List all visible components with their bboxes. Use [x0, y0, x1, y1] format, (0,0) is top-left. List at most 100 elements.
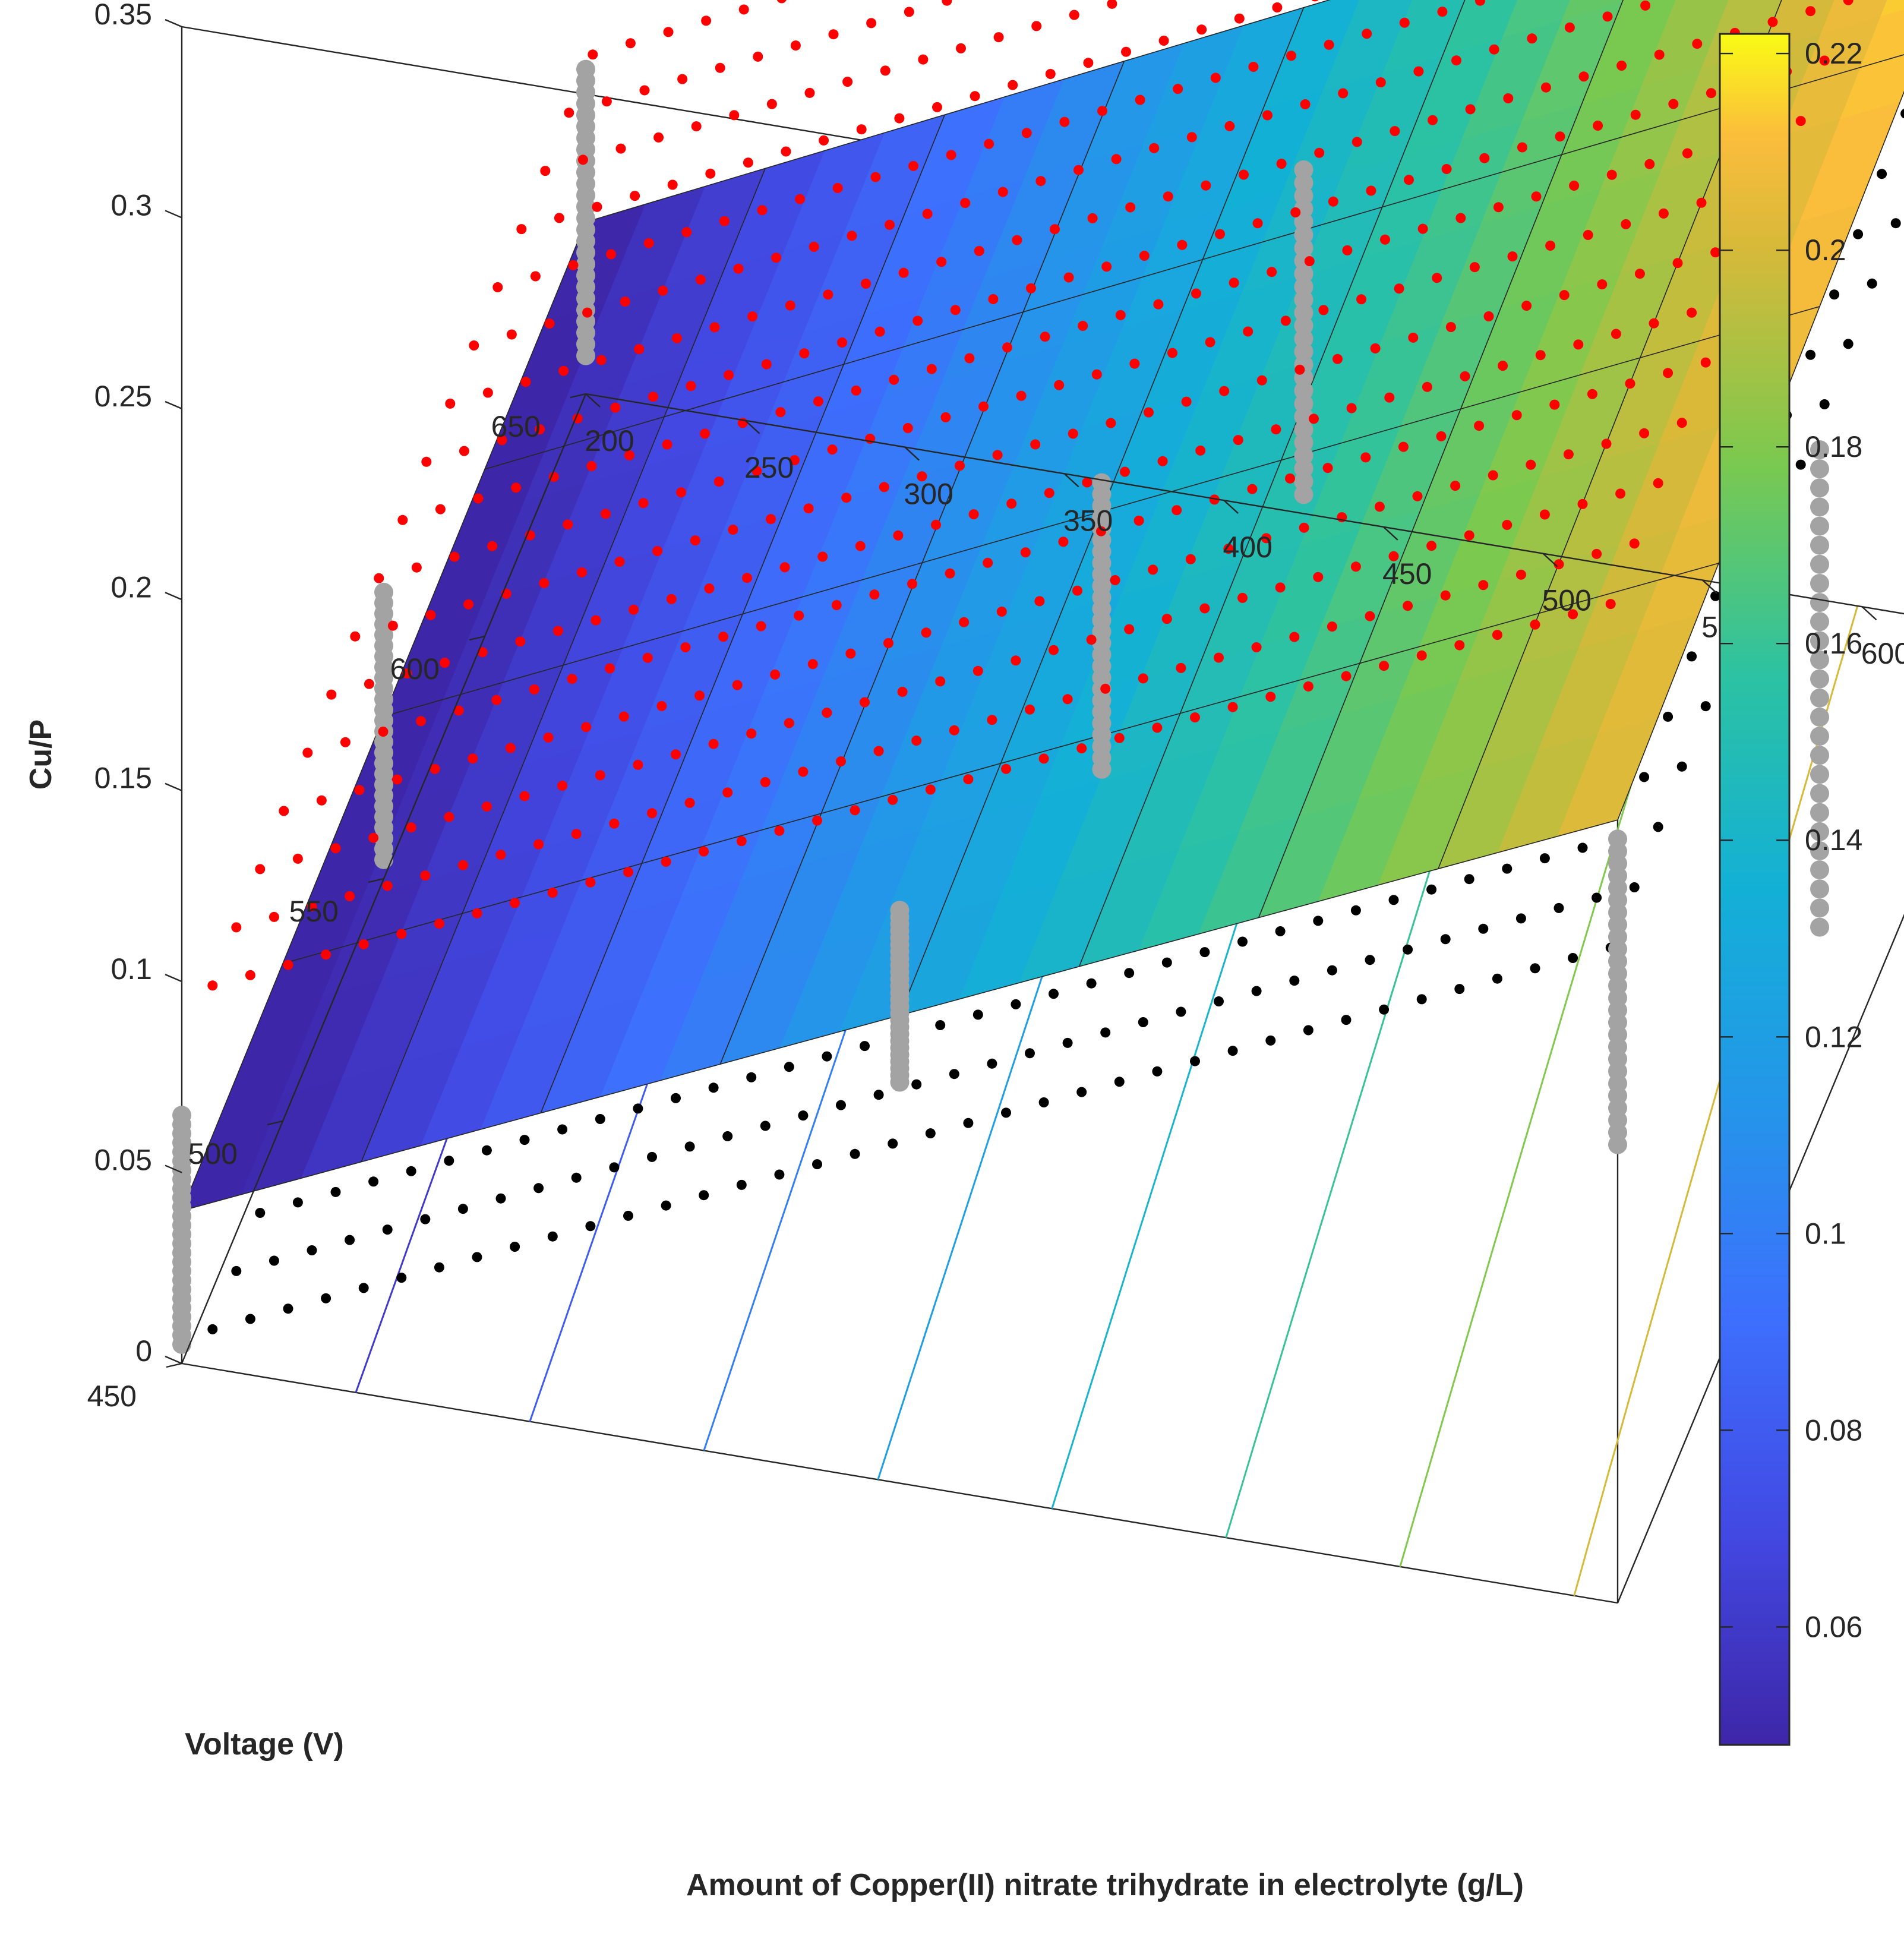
upper-bound-point: [1026, 283, 1036, 293]
x-axis-title: Amount of Copper(II) nitrate trihydrate …: [686, 1868, 1524, 1902]
x-tick-mark: [1223, 500, 1239, 514]
upper-bound-point: [761, 359, 772, 370]
upper-bound-point: [1025, 704, 1035, 715]
upper-bound-point: [997, 187, 1008, 197]
upper-bound-point: [837, 337, 847, 348]
experimental-point: [1294, 173, 1313, 192]
upper-bound-point: [940, 412, 951, 422]
lower-bound-point: [557, 1124, 568, 1135]
upper-bound-point: [1224, 121, 1235, 131]
upper-bound-point: [912, 315, 923, 326]
z-tick-label: 0.15: [94, 762, 152, 795]
upper-bound-point: [1286, 50, 1296, 61]
experimental-point: [1810, 593, 1829, 613]
lower-bound-point: [396, 1273, 407, 1283]
z-tick-mark: [165, 782, 182, 791]
upper-bound-point: [1011, 655, 1021, 666]
upper-bound-point: [968, 509, 979, 520]
upper-bound-point: [1313, 572, 1324, 582]
upper-bound-point: [416, 716, 427, 727]
x-tick-mark: [1702, 579, 1717, 594]
experimental-point: [576, 59, 595, 79]
upper-bound-point: [1124, 624, 1135, 635]
upper-bound-point: [803, 503, 814, 514]
upper-bound-point: [880, 65, 891, 76]
upper-bound-point: [634, 344, 645, 355]
upper-bound-point: [1234, 13, 1245, 24]
upper-bound-point: [661, 857, 671, 867]
upper-bound-point: [1086, 635, 1097, 645]
upper-bound-point: [1059, 116, 1070, 127]
lower-bound-point: [1327, 965, 1337, 976]
upper-bound-point: [1322, 463, 1333, 474]
upper-bound-point: [623, 867, 633, 878]
upper-bound-point: [993, 32, 1004, 43]
upper-bound-point: [1139, 251, 1150, 261]
upper-bound-point: [378, 727, 389, 737]
experimental-point: [1810, 669, 1829, 689]
upper-bound-point: [873, 746, 884, 756]
experimental-point: [1810, 574, 1829, 593]
z-tick-mark: [165, 974, 182, 983]
upper-bound-point: [630, 191, 640, 201]
upper-bound-point: [942, 0, 952, 6]
lower-bound-point: [1350, 905, 1361, 916]
lower-bound-point: [1700, 701, 1711, 712]
upper-bound-point: [1248, 62, 1259, 72]
upper-bound-point: [1629, 538, 1640, 549]
lower-bound-point: [585, 1221, 596, 1232]
upper-bound-point: [1190, 712, 1200, 722]
upper-bound-point: [1606, 169, 1617, 180]
upper-bound-point: [701, 15, 712, 26]
upper-bound-point: [1795, 116, 1806, 127]
upper-bound-point: [832, 183, 843, 193]
experimental-point: [1810, 917, 1829, 937]
upper-bound-point: [1469, 262, 1480, 273]
x-tick-label: 400: [1223, 531, 1273, 564]
lower-bound-point: [722, 1131, 733, 1141]
y-tick-mark: [570, 393, 586, 399]
z-tick-mark: [165, 210, 182, 219]
upper-bound-point: [345, 891, 355, 901]
upper-bound-point: [326, 689, 337, 700]
lower-bound-point: [774, 1169, 785, 1180]
lower-bound-point: [935, 1020, 946, 1030]
upper-bound-point: [1129, 358, 1140, 369]
upper-bound-point: [1563, 449, 1574, 460]
upper-bound-point: [1243, 326, 1253, 337]
upper-bound-point: [316, 795, 327, 806]
lower-bound-point: [1877, 169, 1887, 179]
experimental-point: [1810, 478, 1829, 498]
y-tick-mark: [469, 635, 485, 641]
experimental-point: [1810, 497, 1829, 517]
lower-bound-point: [307, 1245, 317, 1255]
lower-bound-point: [1100, 1027, 1111, 1038]
upper-bound-point: [729, 110, 740, 121]
upper-bound-point: [505, 743, 516, 753]
upper-bound-point: [1300, 99, 1311, 109]
upper-bound-point: [1148, 564, 1158, 575]
upper-bound-point: [1672, 258, 1683, 269]
upper-bound-point: [434, 919, 444, 929]
colorbar-tick-label: 0.22: [1805, 37, 1862, 70]
lower-bound-point: [345, 1235, 355, 1245]
upper-bound-point: [1630, 109, 1641, 120]
upper-bound-point: [866, 18, 877, 29]
upper-bound-point: [1091, 369, 1102, 380]
lower-bound-point: [1440, 934, 1451, 945]
experimental-point: [1294, 264, 1313, 283]
upper-bound-point: [809, 241, 819, 252]
lower-bound-point: [1663, 711, 1674, 722]
upper-bound-point: [1488, 470, 1498, 481]
lower-bound-point: [1819, 399, 1830, 409]
lower-bound-point: [1568, 953, 1578, 963]
upper-bound-point: [946, 150, 956, 160]
upper-bound-point: [1450, 481, 1461, 491]
upper-bound-point: [908, 160, 918, 171]
x-tick-label: 250: [744, 451, 794, 484]
upper-bound-point: [1489, 44, 1499, 55]
experimental-point: [1294, 329, 1313, 349]
upper-bound-point: [1475, 0, 1485, 6]
upper-bound-point: [1016, 390, 1027, 401]
upper-bound-point: [1069, 10, 1079, 20]
